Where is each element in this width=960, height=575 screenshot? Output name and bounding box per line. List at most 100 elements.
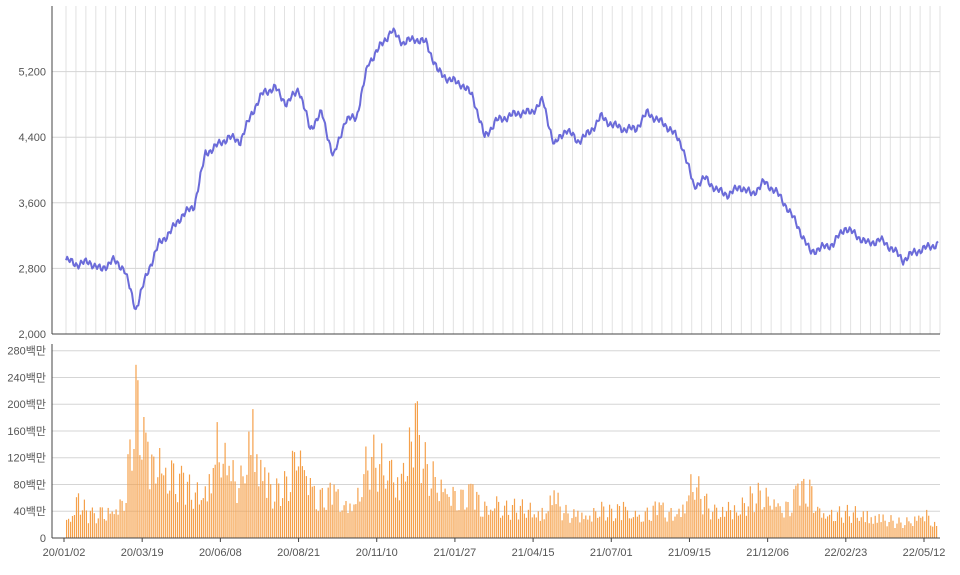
x-tick-label: 22/05/12	[903, 547, 946, 559]
volume-bar	[936, 526, 938, 538]
x-axis: 20/01/02 20/03/19 20/06/08 20/08/21 20/11/10…	[43, 538, 946, 559]
volume-bar	[664, 517, 666, 538]
volume-bar	[149, 489, 151, 538]
volume-bar	[926, 509, 928, 538]
volume-bar	[618, 506, 621, 538]
price-grid	[52, 6, 941, 335]
volume-bar	[775, 506, 777, 538]
volume-bar	[900, 522, 902, 538]
volume-bar	[696, 487, 698, 538]
price-line-layer	[65, 27, 939, 311]
volume-bar	[626, 510, 629, 538]
volume-bar	[531, 517, 533, 538]
volume-bar	[456, 510, 458, 538]
volume-bar	[678, 508, 680, 538]
volume-bar	[781, 512, 783, 538]
volume-bar	[672, 520, 674, 538]
volume-bar	[745, 515, 747, 538]
volume-bar	[611, 508, 613, 538]
volume-bar	[109, 513, 111, 538]
volume-bar	[307, 495, 309, 538]
volume-bar	[276, 478, 278, 538]
volume-bar	[749, 486, 751, 538]
volume-bar	[688, 495, 690, 538]
volume-bar	[593, 508, 595, 538]
volume-bar	[218, 462, 220, 538]
volume-bar	[385, 488, 387, 538]
volume-bar	[680, 517, 682, 538]
volume-bar	[840, 517, 843, 538]
volume-bar	[450, 505, 452, 538]
volume-bar	[854, 506, 856, 538]
volume-bar	[182, 472, 185, 538]
volume-bar	[353, 504, 355, 538]
volume-bar	[458, 510, 460, 538]
volume-bar	[507, 514, 510, 538]
volume-bar	[317, 510, 319, 538]
volume-bar	[119, 499, 121, 538]
volume-bar	[846, 504, 848, 538]
volume-bar	[377, 491, 379, 538]
volume-bar	[123, 510, 125, 538]
volume-bar	[838, 506, 841, 538]
volume-bar	[620, 520, 623, 538]
volume-bar	[513, 498, 516, 538]
volume-bar	[244, 483, 246, 538]
volume-bar	[545, 513, 547, 538]
volume-y-tick-label: 80백만	[14, 478, 46, 491]
volume-bar	[622, 501, 625, 538]
volume-bar	[416, 401, 418, 538]
volume-bar	[206, 501, 208, 538]
volume-y-tick-label: 240백만	[7, 371, 46, 384]
x-tick-label: 21/07/01	[590, 547, 633, 559]
volume-bar	[646, 507, 648, 538]
volume-bar	[533, 514, 535, 538]
volume-bar	[868, 523, 870, 538]
volume-bar	[192, 508, 194, 538]
volume-bar	[773, 499, 775, 538]
volume-bar	[515, 512, 518, 538]
volume-bar	[79, 514, 82, 538]
volume-bar	[848, 516, 850, 538]
volume-bar	[852, 512, 854, 538]
volume-bar	[470, 483, 472, 538]
volume-bar	[436, 492, 438, 538]
volume-bar	[175, 494, 177, 538]
volume-bar	[303, 470, 305, 538]
volume-bar	[595, 511, 597, 538]
volume-bar	[391, 459, 393, 538]
volume-bar	[708, 508, 710, 538]
volume-bars	[66, 364, 938, 538]
volume-bar	[609, 504, 611, 538]
x-tick-label: 22/02/23	[824, 547, 867, 559]
price-y-tick-label: 2,800	[18, 263, 46, 275]
volume-bar	[912, 526, 914, 538]
volume-bar	[406, 476, 409, 538]
volume-bar	[666, 521, 668, 538]
volume-bar	[478, 494, 480, 538]
volume-bar	[517, 519, 520, 538]
volume-bar	[686, 501, 688, 538]
volume-bar	[581, 512, 583, 538]
volume-bar	[894, 528, 896, 538]
volume-bar	[66, 519, 68, 538]
volume-bar	[916, 520, 918, 538]
volume-bar	[700, 498, 702, 538]
volume-bar	[757, 482, 759, 538]
volume-bar	[216, 422, 218, 538]
volume-bar	[254, 472, 256, 538]
volume-bar	[569, 522, 571, 538]
volume-bar	[246, 474, 248, 538]
volume-bar	[143, 417, 145, 538]
volume-bar	[355, 504, 357, 538]
volume-bar	[177, 502, 179, 538]
x-tick-label: 20/08/21	[277, 547, 320, 559]
volume-bar	[198, 504, 200, 538]
volume-bar	[896, 523, 898, 538]
volume-bar	[613, 521, 615, 538]
volume-bar	[876, 522, 878, 538]
volume-bar	[862, 511, 864, 538]
volume-bar	[704, 496, 706, 538]
volume-bar	[365, 446, 367, 538]
volume-bar	[874, 515, 876, 538]
